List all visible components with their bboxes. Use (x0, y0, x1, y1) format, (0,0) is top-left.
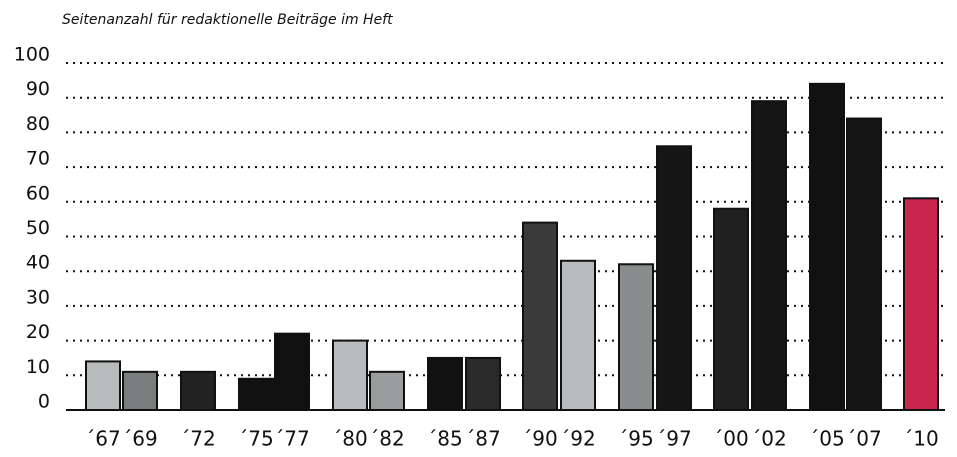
x-tick-label: ´05 (809, 427, 844, 451)
bar (522, 221, 558, 411)
y-tick-label: 20 (26, 321, 50, 343)
bar (369, 370, 405, 411)
x-tick-label: ´67 (85, 427, 120, 451)
y-tick-label: 100 (14, 44, 50, 66)
bar (809, 82, 845, 411)
y-tick-label: 70 (26, 148, 50, 170)
x-tick-label: ´85 (427, 427, 462, 451)
y-tick-label: 0 (38, 391, 50, 413)
bar (846, 117, 882, 412)
bar (751, 100, 787, 411)
bar (465, 356, 501, 412)
y-tick-label: 80 (26, 113, 50, 135)
x-tick-label: ´87 (465, 427, 500, 451)
y-tick-label: 50 (26, 217, 50, 239)
x-tick-label: ´97 (656, 427, 691, 451)
x-tick-label: ´75 (238, 427, 273, 451)
bar (85, 360, 121, 412)
x-tick-label: ´00 (713, 427, 748, 451)
x-tick-label: ´82 (369, 427, 404, 451)
x-tick-label: ´92 (560, 427, 595, 451)
x-tick-label: ´90 (522, 427, 557, 451)
x-tick-label: ´07 (846, 427, 881, 451)
y-tick-label: 90 (26, 78, 50, 100)
y-tick-label: 40 (26, 252, 50, 274)
bar (713, 207, 749, 411)
bar (560, 259, 596, 412)
x-tick-label: ´80 (332, 427, 367, 451)
bar (180, 370, 216, 411)
y-tick-label: 30 (26, 286, 50, 308)
bar (427, 356, 463, 412)
x-tick-label: ´95 (618, 427, 653, 451)
y-tick-label: 60 (26, 182, 50, 204)
x-tick-label: ´72 (180, 427, 215, 451)
x-tick-label: ´02 (751, 427, 786, 451)
bar (238, 377, 274, 411)
bar (122, 370, 158, 411)
bar (332, 339, 368, 412)
chart-title: Seitenanzahl für redaktionelle Beiträge … (62, 12, 393, 28)
bar (656, 145, 692, 411)
x-tick-label: ´77 (274, 427, 309, 451)
x-tick-label: ´10 (903, 427, 938, 451)
bar (618, 263, 654, 412)
bar (903, 197, 939, 411)
y-tick-label: 10 (26, 356, 50, 378)
x-tick-label: ´69 (122, 427, 157, 451)
bar (274, 332, 310, 411)
